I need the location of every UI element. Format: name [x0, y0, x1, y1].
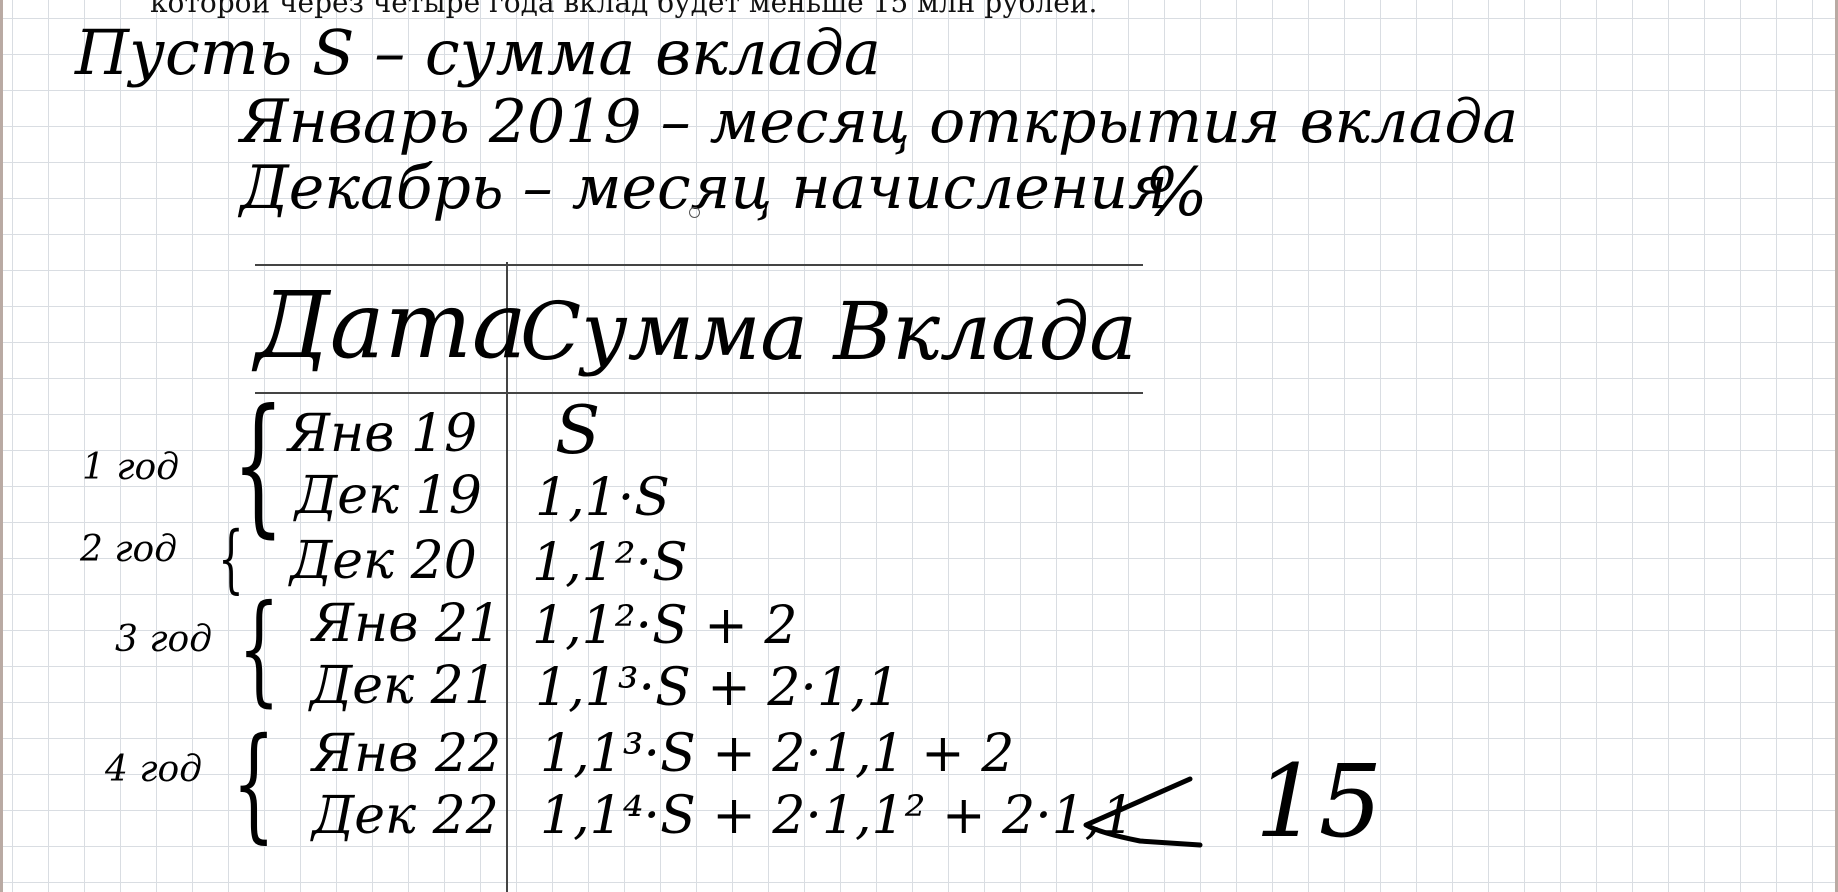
sum-cell-1: S: [555, 392, 601, 469]
year-label-3: 3 год: [115, 619, 213, 660]
sum-cell-7: 1,1⁴·S + 2·1,1² + 2·1,1: [540, 786, 1135, 846]
header-sum: Сумма Вклада: [520, 285, 1137, 378]
table-top-line: [255, 264, 1143, 266]
intro-line-1: Пусть S – сумма вклада: [75, 16, 881, 89]
cutoff-text: которой через четыре года вклад будет ме…: [150, 0, 1098, 19]
date-cell-4: Янв 21: [312, 594, 502, 654]
less-than-mark: [1083, 776, 1203, 848]
year-label-4: 4 год: [105, 749, 203, 790]
date-cell-7: Дек 22: [312, 786, 499, 846]
table-header-line: [255, 392, 1143, 394]
percent-sign: %: [1145, 154, 1208, 231]
date-cell-1: Янв 19: [288, 404, 478, 464]
sum-cell-2: 1,1·S: [535, 468, 670, 528]
result-value: 15: [1255, 743, 1383, 860]
brace-year-2: {: [218, 516, 244, 602]
sum-cell-6: 1,1³·S + 2·1,1 + 2: [540, 724, 1015, 784]
sum-cell-3: 1,1²·S: [532, 533, 688, 593]
intro-line-2: Январь 2019 – месяц открытия вклада: [240, 87, 1519, 157]
table-divider-line: [506, 262, 508, 892]
sum-cell-4: 1,1²·S + 2: [532, 596, 798, 656]
brace-year-4: {: [232, 712, 276, 856]
cursor-circle-icon: [689, 207, 700, 218]
left-border: [0, 0, 3, 892]
year-label-1: 1 год: [82, 447, 180, 488]
brace-year-3: {: [238, 580, 280, 719]
date-cell-6: Янв 22: [312, 724, 502, 784]
sum-cell-5: 1,1³·S + 2·1,1: [535, 658, 900, 718]
date-cell-3: Дек 20: [290, 531, 477, 591]
brace-year-1: {: [232, 378, 285, 552]
year-label-2: 2 год: [80, 529, 178, 570]
header-date: Дата: [255, 272, 527, 379]
intro-line-3: Декабрь – месяц начисления: [240, 153, 1168, 223]
date-cell-5: Дек 21: [310, 656, 497, 716]
right-border: [1835, 0, 1838, 892]
date-cell-2: Дек 19: [295, 466, 482, 526]
